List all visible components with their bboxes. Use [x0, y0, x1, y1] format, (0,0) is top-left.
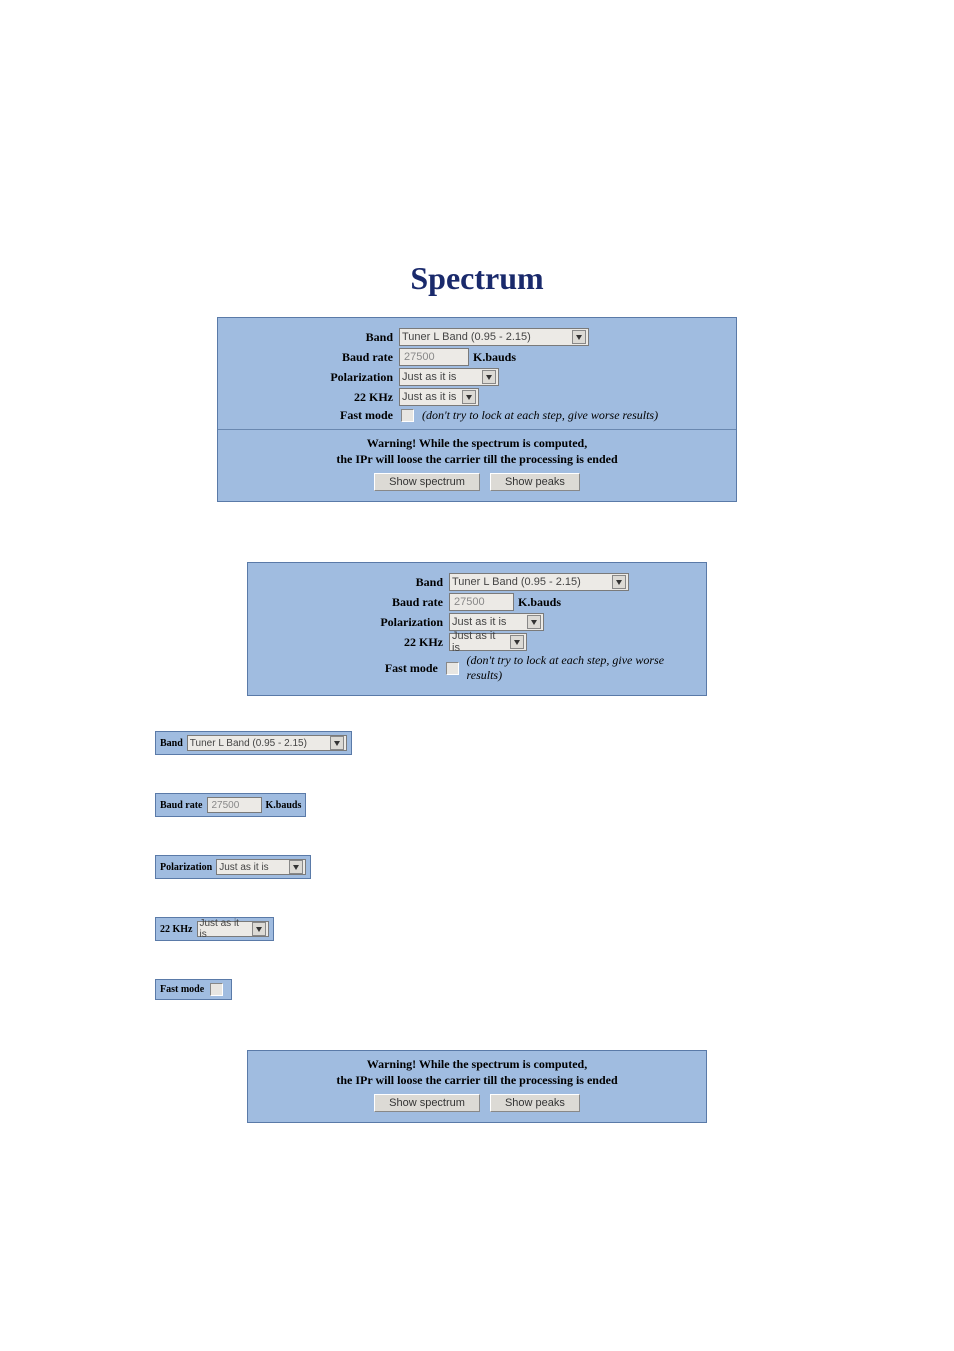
khz-row-detached: 22 KHz Just as it is: [155, 917, 274, 941]
warning-line2: the IPr will loose the carrier till the …: [228, 452, 726, 468]
baud-input[interactable]: 27500: [207, 797, 262, 813]
baud-value: 27500: [454, 596, 485, 608]
warning-line1: Warning! While the spectrum is computed,: [228, 436, 726, 452]
polarization-select[interactable]: Just as it is: [449, 613, 544, 631]
page-title: Spectrum: [0, 260, 954, 297]
baud-input[interactable]: 27500: [399, 348, 469, 366]
band-select[interactable]: Tuner L Band (0.95 - 2.15): [449, 573, 629, 591]
dropdown-arrow-icon: [330, 736, 344, 750]
baud-label: Baud rate: [160, 800, 207, 811]
fastmode-label: Fast mode: [258, 661, 444, 676]
fastmode-label: Fast mode: [160, 984, 208, 995]
dropdown-arrow-icon: [510, 635, 524, 649]
band-select-value: Tuner L Band (0.95 - 2.15): [402, 331, 531, 343]
fastmode-hint: (don't try to lock at each step, give wo…: [422, 408, 658, 423]
baud-label: Baud rate: [228, 350, 399, 365]
khz-value: Just as it is: [452, 630, 506, 654]
polarization-select[interactable]: Just as it is: [216, 859, 306, 875]
band-select-value: Tuner L Band (0.95 - 2.15): [190, 738, 307, 749]
spectrum-form-panel: Band Tuner L Band (0.95 - 2.15) Baud rat…: [247, 562, 707, 696]
polarization-row-detached: Polarization Just as it is: [155, 855, 311, 879]
khz-value: Just as it is: [402, 391, 456, 403]
band-label: Band: [160, 738, 187, 749]
show-spectrum-button[interactable]: Show spectrum: [374, 1094, 480, 1112]
polarization-select[interactable]: Just as it is: [399, 368, 499, 386]
spectrum-panel: Band Tuner L Band (0.95 - 2.15) Baud rat…: [217, 317, 737, 502]
polarization-label: Polarization: [160, 862, 216, 873]
dropdown-arrow-icon: [462, 390, 476, 404]
warning-line1: Warning! While the spectrum is computed,: [258, 1057, 696, 1073]
dropdown-arrow-icon: [572, 330, 586, 344]
polarization-value: Just as it is: [219, 862, 268, 873]
baud-value: 27500: [212, 800, 240, 811]
dropdown-arrow-icon: [612, 575, 626, 589]
dropdown-arrow-icon: [482, 370, 496, 384]
baud-unit: K.bauds: [473, 350, 516, 365]
polarization-label: Polarization: [258, 615, 449, 630]
khz-select[interactable]: Just as it is: [197, 921, 269, 937]
fastmode-checkbox[interactable]: [210, 983, 223, 996]
dropdown-arrow-icon: [527, 615, 541, 629]
polarization-value: Just as it is: [452, 616, 506, 628]
divider: [218, 429, 736, 430]
band-select[interactable]: Tuner L Band (0.95 - 2.15): [399, 328, 589, 346]
khz-value: Just as it is: [200, 918, 248, 940]
dropdown-arrow-icon: [252, 922, 266, 936]
band-select[interactable]: Tuner L Band (0.95 - 2.15): [187, 735, 347, 751]
khz-select[interactable]: Just as it is: [399, 388, 479, 406]
khz-label: 22 KHz: [160, 924, 197, 935]
fastmode-label: Fast mode: [228, 408, 399, 423]
baud-input[interactable]: 27500: [449, 593, 514, 611]
warning-text: Warning! While the spectrum is computed,…: [228, 436, 726, 467]
polarization-label: Polarization: [228, 370, 399, 385]
show-peaks-button[interactable]: Show peaks: [490, 1094, 580, 1112]
baud-row-detached: Baud rate 27500 K.bauds: [155, 793, 306, 817]
fastmode-row-detached: Fast mode: [155, 979, 232, 1000]
show-spectrum-button[interactable]: Show spectrum: [374, 473, 480, 491]
baud-unit: K.bauds: [266, 800, 302, 811]
khz-label: 22 KHz: [228, 390, 399, 405]
polarization-value: Just as it is: [402, 371, 456, 383]
show-peaks-button[interactable]: Show peaks: [490, 473, 580, 491]
fastmode-hint: (don't try to lock at each step, give wo…: [467, 653, 696, 683]
spectrum-action-panel: Warning! While the spectrum is computed,…: [247, 1050, 707, 1123]
band-label: Band: [258, 575, 449, 590]
baud-label: Baud rate: [258, 595, 449, 610]
warning-text: Warning! While the spectrum is computed,…: [258, 1057, 696, 1088]
band-label: Band: [228, 330, 399, 345]
baud-unit: K.bauds: [518, 595, 561, 610]
band-row-detached: Band Tuner L Band (0.95 - 2.15): [155, 731, 352, 755]
band-select-value: Tuner L Band (0.95 - 2.15): [452, 576, 581, 588]
baud-value: 27500: [404, 351, 435, 363]
khz-label: 22 KHz: [258, 635, 449, 650]
khz-select[interactable]: Just as it is: [449, 633, 527, 651]
fastmode-checkbox[interactable]: [446, 662, 459, 675]
dropdown-arrow-icon: [289, 860, 303, 874]
warning-line2: the IPr will loose the carrier till the …: [258, 1073, 696, 1089]
fastmode-checkbox[interactable]: [401, 409, 414, 422]
